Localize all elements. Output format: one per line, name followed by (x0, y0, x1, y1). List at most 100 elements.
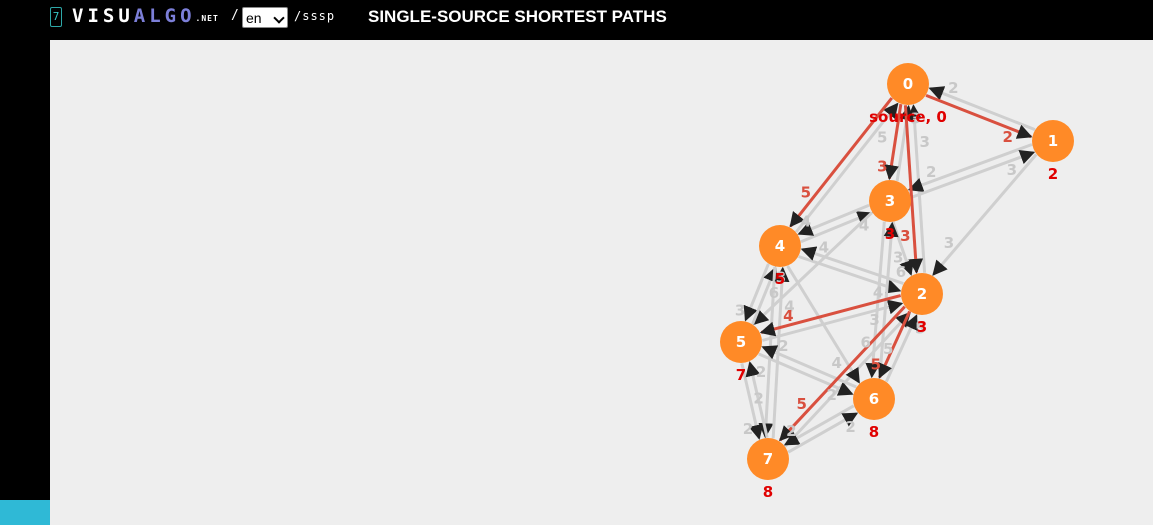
help-icon[interactable]: 7 (50, 7, 62, 27)
edge-weight-6-5: 2 (778, 337, 788, 355)
vertex-3[interactable]: 33 (869, 180, 911, 243)
edge-3-1[interactable] (910, 149, 1036, 199)
vertex-label: 1 (1048, 132, 1058, 150)
vertex-distance-label: 7 (736, 366, 746, 384)
edge-weight-7-4: 4 (784, 297, 794, 315)
vertex-distance-label: 5 (775, 270, 785, 288)
vertex-circle[interactable] (720, 321, 762, 363)
logo-net-text: .NET (195, 14, 219, 23)
vertex-circle[interactable] (901, 273, 943, 315)
edge-weight-1-2: 3 (944, 234, 954, 252)
page-title: SINGLE-SOURCE SHORTEST PATHS (368, 7, 667, 26)
edge-weight-4-2: 4 (873, 284, 883, 302)
edge-4-6[interactable] (786, 265, 861, 384)
url-path[interactable]: /sssp (294, 9, 336, 23)
edge-weight-2-0: 3 (919, 133, 929, 151)
edge-2-7[interactable] (778, 305, 906, 442)
edge-weight-5-7: 2 (743, 420, 753, 438)
edge-1-3[interactable] (907, 143, 1033, 193)
edge-6-5[interactable] (761, 345, 857, 389)
left-sidebar (0, 40, 50, 525)
vertex-circle[interactable] (869, 180, 911, 222)
edge-weight-3-2: 6 (896, 263, 906, 281)
vertex-circle[interactable] (747, 438, 789, 480)
vertex-4[interactable]: 45 (759, 225, 801, 288)
edge-5-4[interactable] (751, 266, 778, 325)
vertex-circle[interactable] (1032, 120, 1074, 162)
vertex-2[interactable]: 23 (901, 273, 943, 336)
vertex-5[interactable]: 57 (720, 321, 762, 384)
edge-weight-2-5: 4 (783, 307, 793, 325)
edge-1-0[interactable] (928, 86, 1036, 131)
vertex-label: 6 (869, 390, 879, 408)
edge-weight-6-3: 3 (893, 248, 903, 266)
vertex-label: 3 (885, 192, 895, 210)
edge-0-1[interactable] (925, 94, 1033, 139)
edge-0-3[interactable] (884, 103, 903, 181)
edge-weight-3-0: 3 (910, 110, 920, 128)
edge-7-6[interactable] (787, 412, 859, 454)
edge-weight-2-6: 5 (871, 355, 881, 373)
edge-weight-7-5: 2 (756, 363, 766, 381)
edge-weight-5-6: 2 (826, 386, 836, 404)
edge-weight-0-1: 2 (1002, 128, 1012, 146)
language-select[interactable]: en (242, 7, 288, 28)
edge-7-5[interactable] (745, 361, 769, 438)
edge-weight-1-0: 2 (948, 79, 958, 97)
vertex-7[interactable]: 78 (747, 438, 789, 501)
edge-weight-6-2: 5 (915, 320, 925, 338)
edge-2-5[interactable] (759, 294, 902, 337)
vertex-label: 4 (775, 237, 785, 255)
graph-canvas[interactable] (50, 40, 1153, 525)
logo-algo-text: ALGO (133, 5, 196, 27)
vertex-label: 7 (763, 450, 773, 468)
edge-4-3[interactable] (800, 211, 873, 244)
edge-weight-0-4: 5 (801, 184, 811, 202)
vertex-distance-label: 3 (885, 225, 895, 243)
edge-3-4[interactable] (797, 203, 870, 236)
vertex-distance-label: 2 (1048, 165, 1058, 183)
visualgo-logo[interactable]: VISUALGO.NET (72, 4, 219, 31)
vertex-label: 2 (917, 285, 927, 303)
vertex-circle[interactable] (853, 378, 895, 420)
edge-weight-4-0: 5 (877, 128, 887, 146)
edge-weight-3-5: 6 (769, 284, 779, 302)
edge-weight-7-6: 2 (845, 418, 855, 436)
vertex-circle[interactable] (759, 225, 801, 267)
vertex-circle[interactable] (887, 63, 929, 105)
edge-weight-5-4: 3 (776, 269, 786, 287)
edge-weight-3-4: 4 (801, 213, 811, 231)
edge-weight-3-1: 3 (1007, 161, 1017, 179)
vertex-6[interactable]: 68 (853, 378, 895, 441)
edge-weight-3-6: 6 (861, 334, 871, 352)
vertex-1[interactable]: 12 (1032, 120, 1074, 183)
edge-weight-0-2: 3 (900, 227, 910, 245)
vertex-distance-label: 8 (763, 483, 773, 501)
edge-6-7[interactable] (783, 404, 855, 446)
edge-weight-4-5: 3 (735, 301, 745, 319)
edge-5-6[interactable] (758, 352, 854, 396)
edge-weight-7-2: 5 (883, 340, 893, 358)
vertex-distance-label: 8 (869, 423, 879, 441)
edge-3-6[interactable] (865, 221, 886, 379)
edge-weight-2-7: 5 (797, 395, 807, 413)
logo-visu-text: VISU (72, 5, 134, 27)
sidebar-accent-tab[interactable] (0, 500, 50, 525)
edge-0-4[interactable] (789, 97, 894, 228)
edge-0-2[interactable] (903, 105, 924, 274)
edge-4-2[interactable] (798, 255, 902, 294)
edge-1-2[interactable] (932, 153, 1038, 276)
vertex-distance-label: 3 (917, 318, 927, 336)
vertex-label: 5 (736, 333, 746, 351)
edge-weight-2-4: 4 (819, 238, 829, 256)
edge-5-7[interactable] (740, 363, 764, 440)
edge-weight-1-3: 2 (926, 163, 936, 181)
edge-weight-4-7: 2 (753, 390, 763, 408)
edge-2-6[interactable] (878, 310, 911, 379)
path-separator: / (231, 8, 239, 23)
edge-weight-4-6: 4 (832, 354, 842, 372)
edge-weight-6-7: 2 (786, 422, 796, 440)
edge-4-0[interactable] (794, 102, 899, 233)
vertex-0[interactable]: 0 source, 0 (869, 63, 947, 126)
